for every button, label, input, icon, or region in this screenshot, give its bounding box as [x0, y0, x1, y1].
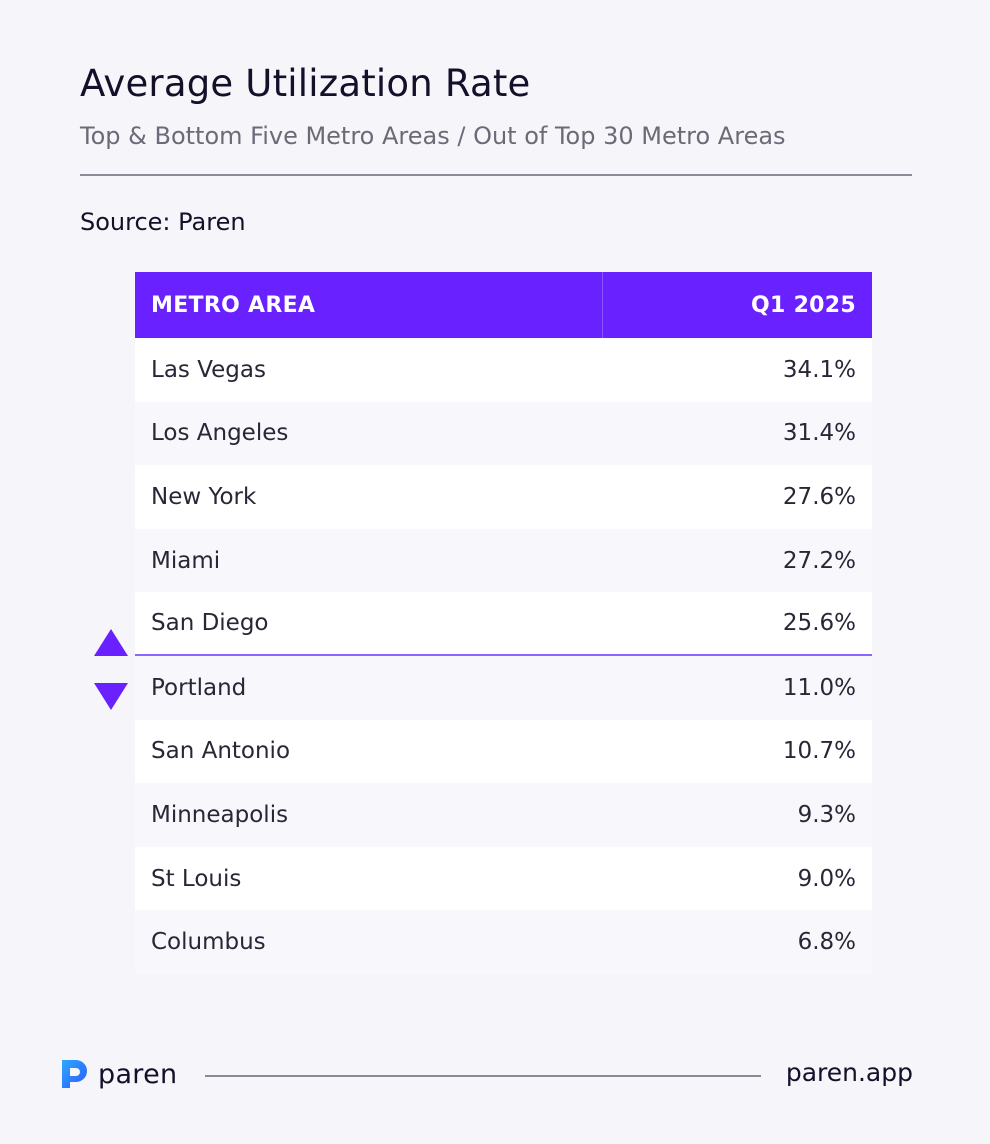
- utilization-value: 9.3%: [797, 801, 856, 828]
- metro-name: Miami: [151, 547, 221, 574]
- metro-name: Las Vegas: [151, 356, 266, 383]
- utilization-value: 27.6%: [782, 483, 856, 510]
- table-header: METRO AREA Q1 2025: [135, 272, 872, 338]
- table-row: St Louis 9.0%: [135, 846, 872, 911]
- column-header-metro-area: METRO AREA: [135, 272, 603, 338]
- metro-name: New York: [151, 483, 257, 510]
- utilization-table: METRO AREA Q1 2025 Las Vegas 34.1% Los Ang…: [135, 272, 872, 974]
- paren-logo-icon: [56, 1056, 92, 1092]
- utilization-value: 9.0%: [797, 865, 856, 892]
- table-row: Portland 11.0%: [135, 655, 872, 720]
- table-row: Los Angeles 31.4%: [135, 401, 872, 466]
- table-row: Columbus 6.8%: [135, 910, 872, 974]
- metro-name: San Diego: [151, 610, 269, 637]
- table-row: Miami 27.2%: [135, 528, 872, 593]
- metro-name: Columbus: [151, 929, 266, 956]
- table-row: San Antonio 10.7%: [135, 719, 872, 784]
- header-divider: [80, 174, 912, 176]
- footer-brand: paren: [56, 1056, 177, 1092]
- table-row: Minneapolis 9.3%: [135, 783, 872, 847]
- page-title: Average Utilization Rate: [80, 62, 531, 105]
- metro-name: Minneapolis: [151, 801, 289, 828]
- column-header-q1-2025: Q1 2025: [751, 292, 856, 318]
- table-row: San Diego 25.6%: [135, 592, 872, 656]
- metro-name: Los Angeles: [151, 420, 289, 447]
- footer-divider: [205, 1075, 761, 1077]
- table-body: Las Vegas 34.1% Los Angeles 31.4% New York 27…: [135, 338, 872, 974]
- triangle-down-icon: [94, 683, 128, 710]
- table-row: New York 27.6%: [135, 465, 872, 529]
- source-label: Source: Paren: [80, 208, 246, 236]
- utilization-value: 27.2%: [782, 547, 856, 574]
- page-subtitle: Top & Bottom Five Metro Areas / Out of T…: [80, 122, 786, 150]
- utilization-value: 25.6%: [782, 610, 856, 637]
- triangle-up-icon: [94, 629, 128, 656]
- utilization-value: 10.7%: [782, 738, 856, 765]
- metro-name: St Louis: [151, 865, 242, 892]
- utilization-value: 6.8%: [797, 929, 856, 956]
- footer-url[interactable]: paren.app: [785, 1058, 913, 1087]
- brand-name: paren: [98, 1058, 178, 1090]
- utilization-value: 31.4%: [782, 420, 856, 447]
- metro-name: Portland: [151, 674, 247, 701]
- utilization-value: 11.0%: [782, 674, 856, 701]
- metro-name: San Antonio: [151, 738, 291, 765]
- table-row: Las Vegas 34.1%: [135, 338, 872, 402]
- utilization-value: 34.1%: [782, 356, 856, 383]
